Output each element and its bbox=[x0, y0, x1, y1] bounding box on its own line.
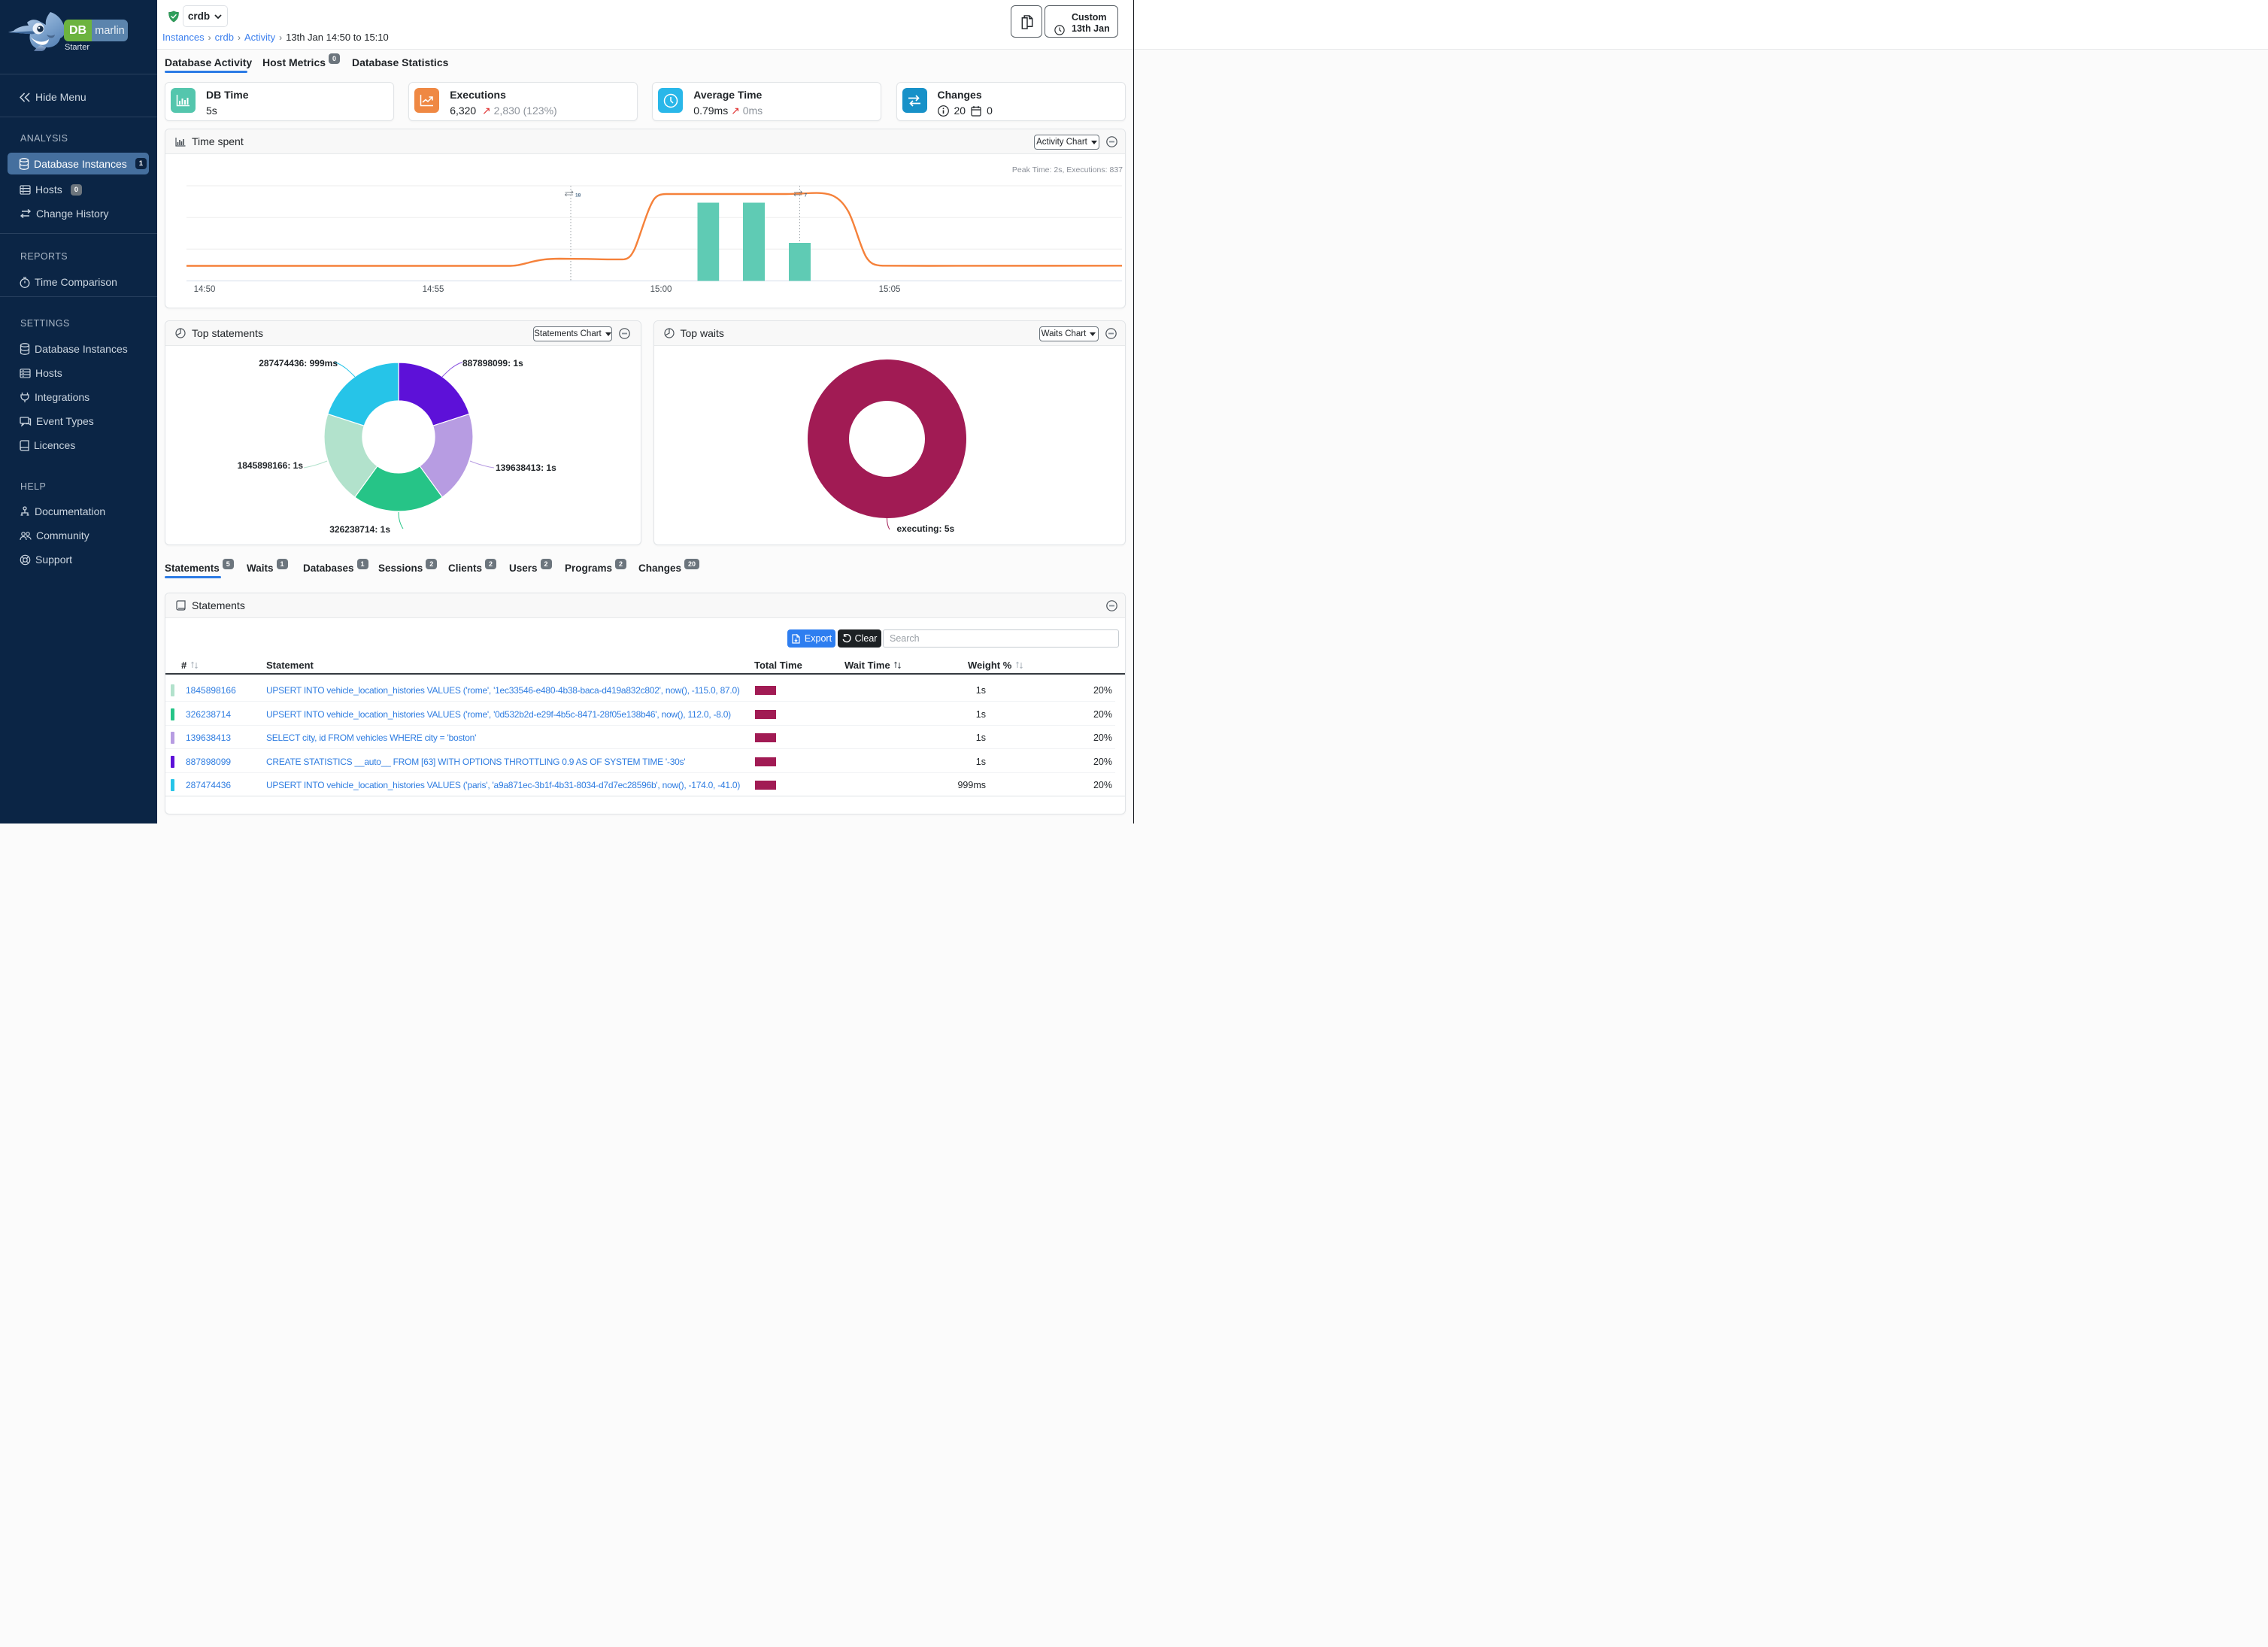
svg-text:887898099: 1s: 887898099: 1s bbox=[462, 358, 523, 369]
svg-text:287474436: 999ms: 287474436: 999ms bbox=[259, 358, 338, 369]
svg-text:executing: 5s: executing: 5s bbox=[896, 523, 954, 534]
svg-text:7: 7 bbox=[805, 193, 808, 199]
svg-text:1845898166: 1s: 1845898166: 1s bbox=[238, 460, 304, 471]
svg-text:14:50: 14:50 bbox=[194, 285, 216, 294]
svg-text:326238714: 1s: 326238714: 1s bbox=[329, 524, 390, 535]
svg-text:15:00: 15:00 bbox=[650, 285, 672, 294]
svg-text:Peak Time: 2s, Executions: 837: Peak Time: 2s, Executions: 837 bbox=[1012, 165, 1123, 174]
svg-text:139638413: 1s: 139638413: 1s bbox=[496, 463, 556, 473]
svg-text:18: 18 bbox=[575, 193, 581, 199]
svg-text:15:05: 15:05 bbox=[879, 285, 901, 294]
svg-text:14:55: 14:55 bbox=[423, 285, 444, 294]
